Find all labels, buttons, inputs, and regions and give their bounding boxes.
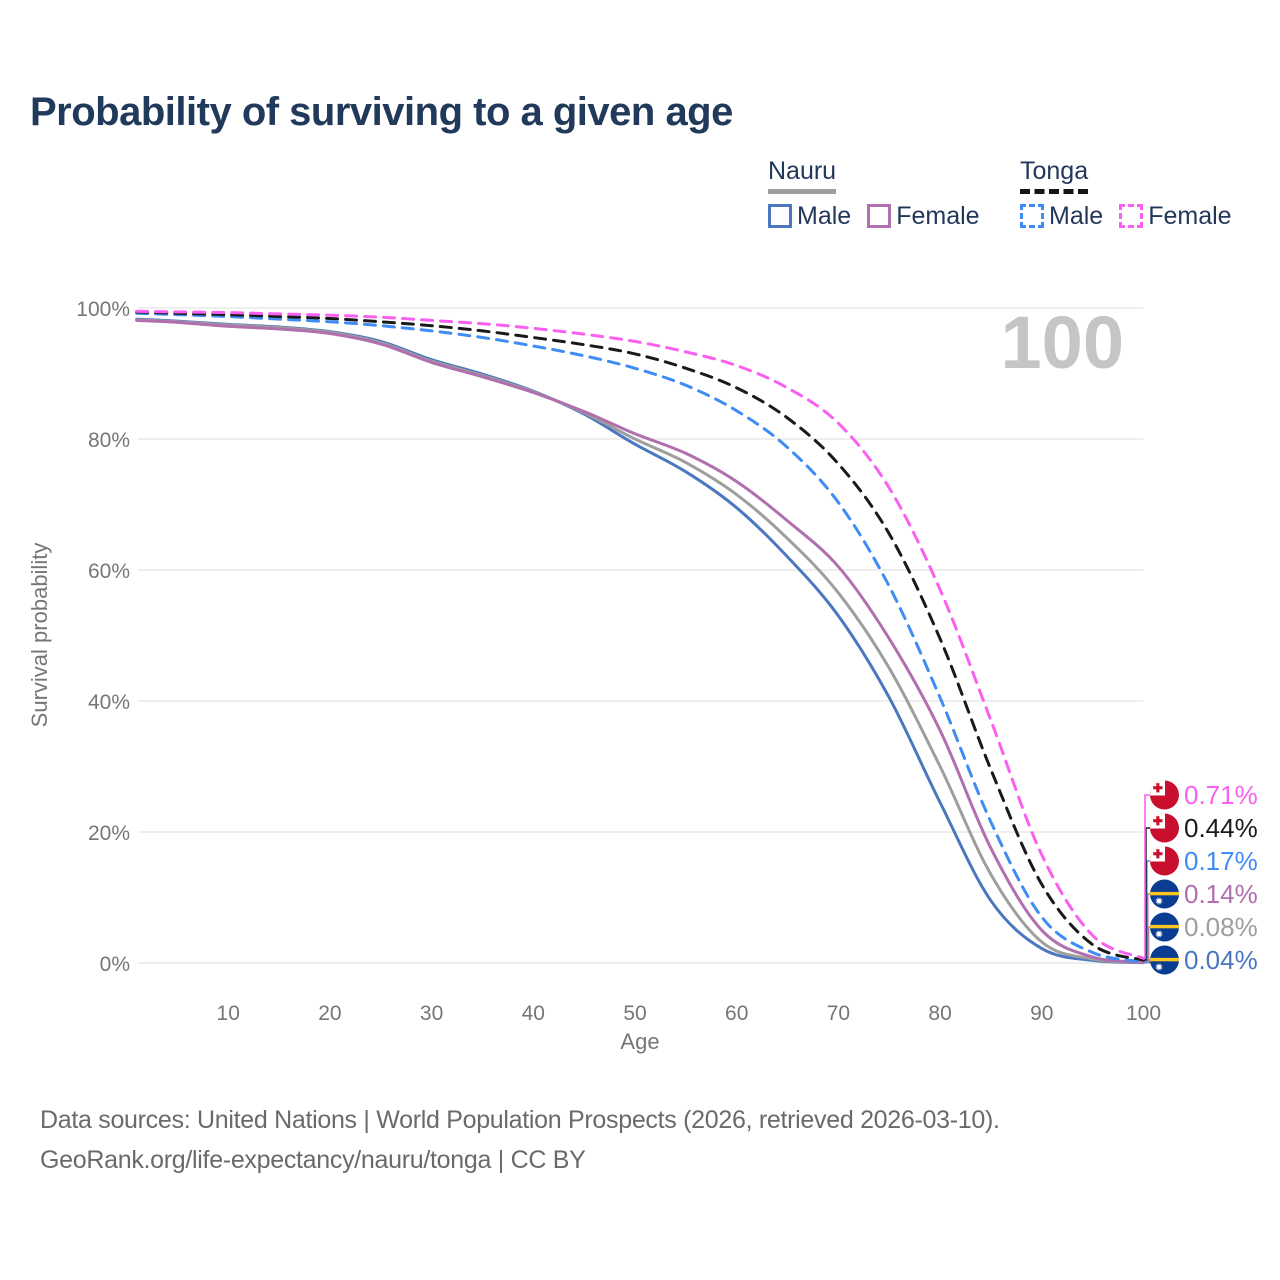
curve-tonga-male[interactable] [135,311,1145,964]
legend-group-nauru: Nauru Male Female [768,157,980,231]
curve-tonga[interactable] [135,310,1145,962]
end-label-tonga-female: 0.71% [1184,780,1258,810]
y-tick-label: 40% [88,691,130,714]
x-tick-label: 100 [1126,1002,1161,1025]
nauru-female-swatch-icon [867,204,892,228]
legend-item-tonga-female[interactable]: Female [1119,201,1232,231]
x-tick-label: 70 [827,1002,850,1025]
x-tick-label: 20 [318,1002,341,1025]
x-tick-label: 50 [623,1002,646,1025]
connector-line [1143,860,1150,963]
legend-header-nauru[interactable]: Nauru [768,157,837,194]
nauru-flag-icon [1150,945,1179,975]
curve-tonga-female[interactable] [135,309,1145,960]
tonga-flag-icon [1150,813,1179,843]
legend-item-tonga-male[interactable]: Male [1020,202,1103,231]
tonga-female-swatch-icon [1119,204,1144,228]
x-tick-label: 30 [420,1002,443,1025]
age-watermark: 100 [1001,301,1124,384]
x-tick-label: 60 [725,1002,748,1025]
end-label-tonga-male: 0.17% [1184,846,1258,876]
y-tick-label: 100% [76,298,130,321]
legend-header-tonga[interactable]: Tonga [1020,157,1089,194]
end-label-nauru-female: 0.14% [1184,879,1258,909]
legend-label: Female [896,201,980,230]
data-source-line-2[interactable]: GeoRank.org/life-expectancy/nauru/tonga … [40,1146,586,1174]
tonga-flag-icon [1150,846,1179,876]
y-tick-label: 60% [88,560,130,583]
end-labels: 0.04%0.08%0.14%0.17%0.44%0.71% [1150,780,1258,975]
tonga-male-swatch-icon [1020,204,1044,228]
legend-items-nauru: Male Female [768,202,980,231]
legend-group-tonga: Tonga Male Female [1020,157,1232,231]
y-tick-label: 80% [88,429,130,452]
legend-item-nauru-male[interactable]: Male [768,202,851,231]
legend-label: Male [1049,201,1104,230]
end-label-nauru: 0.08% [1184,912,1258,942]
data-source-line-1: Data sources: United Nations | World Pop… [40,1106,1000,1134]
x-tick-label: 40 [522,1002,545,1025]
end-label-nauru-male: 0.04% [1184,945,1258,975]
curve-nauru-female[interactable] [135,318,1145,964]
x-tick-label: 90 [1030,1002,1053,1025]
legend-item-nauru-female[interactable]: Female [867,201,980,231]
y-tick-label: 0% [100,953,130,976]
y-axis-title: Survival probability [27,543,52,728]
legend-items-tonga: Male Female [1020,202,1232,231]
gridlines: 0% 20% 40% 60% 80% 100% 10 20 30 40 50 60 70 80 90 100 [76,298,1161,1025]
end-label-tonga: 0.44% [1184,813,1258,843]
tonga-flag-icon [1150,780,1179,810]
nauru-flag-icon [1150,912,1179,942]
page-title: Probability of surviving to a given age [30,90,733,134]
x-tick-label: 10 [217,1002,240,1025]
x-axis-title: Age [620,1029,659,1054]
x-tick-label: 80 [928,1002,951,1025]
legend-label: Female [1148,201,1232,230]
curve-nauru-male[interactable] [135,317,1145,965]
y-tick-label: 20% [88,822,130,845]
legend-label: Male [797,201,852,230]
survival-curves [135,309,1145,965]
end-label-connectors [1143,794,1151,964]
nauru-flag-icon [1150,879,1179,909]
curve-nauru[interactable] [135,318,1145,964]
nauru-male-swatch-icon [768,204,792,228]
